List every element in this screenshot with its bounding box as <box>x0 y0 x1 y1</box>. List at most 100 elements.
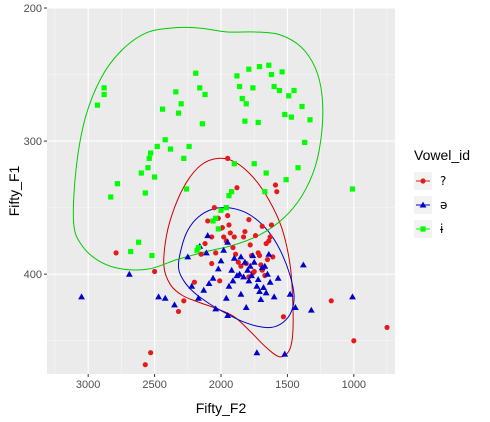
data-point <box>151 268 158 275</box>
data-point <box>229 189 235 195</box>
data-point <box>173 89 179 95</box>
data-point <box>276 87 283 94</box>
legend-label: ɨ <box>440 222 444 236</box>
y-axis-ticks: 200 300 400 <box>24 3 47 281</box>
data-point <box>271 83 277 90</box>
data-point <box>195 244 202 251</box>
data-point <box>252 232 259 239</box>
data-point <box>257 296 265 303</box>
data-point <box>142 362 148 368</box>
data-point <box>224 238 232 245</box>
data-point <box>264 256 271 263</box>
data-point <box>264 270 271 277</box>
data-point <box>226 193 232 199</box>
data-point <box>265 250 273 257</box>
data-point <box>282 111 288 118</box>
data-point <box>171 301 178 308</box>
data-point <box>237 290 245 297</box>
data-point <box>279 69 285 75</box>
data-point <box>244 266 251 273</box>
data-point <box>209 234 215 240</box>
data-point <box>246 262 254 269</box>
data-point <box>178 101 184 107</box>
data-point <box>351 338 357 344</box>
data-point <box>202 249 210 256</box>
data-point <box>194 247 200 253</box>
data-point <box>181 298 187 304</box>
data-point <box>212 305 220 312</box>
data-point <box>260 284 267 291</box>
legend: Vowel_id ? əɨ <box>414 147 470 238</box>
data-point <box>108 194 114 200</box>
legend-label: ə <box>440 198 447 212</box>
data-point <box>101 85 107 91</box>
data-point <box>209 260 215 267</box>
data-point <box>307 117 313 123</box>
data-point <box>261 262 269 269</box>
data-point <box>253 349 261 356</box>
data-point <box>210 218 216 224</box>
legend-key-2 <box>414 220 432 238</box>
data-point <box>231 234 237 240</box>
x-tick-label: 2000 <box>209 379 233 391</box>
legend-key-1 <box>414 196 432 214</box>
data-point <box>202 91 208 98</box>
x-axis-title: Fifty_F2 <box>196 400 247 416</box>
data-point <box>221 234 227 240</box>
data-point <box>217 257 225 264</box>
data-point <box>266 278 274 285</box>
data-point <box>161 294 169 301</box>
data-point <box>268 222 275 228</box>
data-point <box>138 170 144 176</box>
data-point <box>262 289 270 296</box>
data-point <box>202 240 208 247</box>
legend-title: Vowel_id <box>414 147 470 163</box>
y-tick-label: 200 <box>24 3 42 15</box>
data-point <box>220 246 228 253</box>
data-point <box>240 234 247 240</box>
data-point <box>247 242 253 248</box>
data-point <box>256 252 263 259</box>
data-point <box>243 101 249 107</box>
data-point <box>219 225 225 231</box>
data-point <box>145 165 151 171</box>
data-point <box>280 314 287 320</box>
data-point <box>204 232 212 239</box>
data-point <box>186 143 192 150</box>
data-point <box>235 259 241 265</box>
data-point <box>253 282 261 289</box>
data-point <box>239 95 245 102</box>
data-point <box>288 114 294 120</box>
y-tick-label: 400 <box>24 269 42 281</box>
data-point <box>266 62 272 68</box>
data-point <box>225 155 231 161</box>
data-point <box>230 254 238 261</box>
data-point <box>236 270 243 277</box>
x-tick-label: 1500 <box>275 379 299 391</box>
data-point <box>136 239 142 245</box>
data-point <box>218 207 224 213</box>
data-point <box>259 223 265 229</box>
data-point <box>267 234 273 240</box>
data-point <box>256 63 263 70</box>
data-point <box>184 253 192 260</box>
data-point <box>222 294 230 301</box>
data-point <box>234 73 240 79</box>
data-point <box>328 298 334 304</box>
data-point <box>205 280 213 287</box>
data-point <box>256 288 263 295</box>
data-point <box>251 268 257 275</box>
data-point <box>175 110 182 116</box>
data-point <box>154 143 160 150</box>
data-point <box>162 137 168 143</box>
data-point <box>197 85 203 91</box>
data-point <box>211 205 217 211</box>
x-tick-label: 1000 <box>342 379 366 391</box>
data-point <box>255 119 261 126</box>
data-point <box>151 174 158 180</box>
data-point <box>291 87 297 94</box>
data-point <box>286 93 292 99</box>
data-point <box>199 121 206 127</box>
data-point <box>224 312 232 318</box>
data-point <box>242 304 250 311</box>
